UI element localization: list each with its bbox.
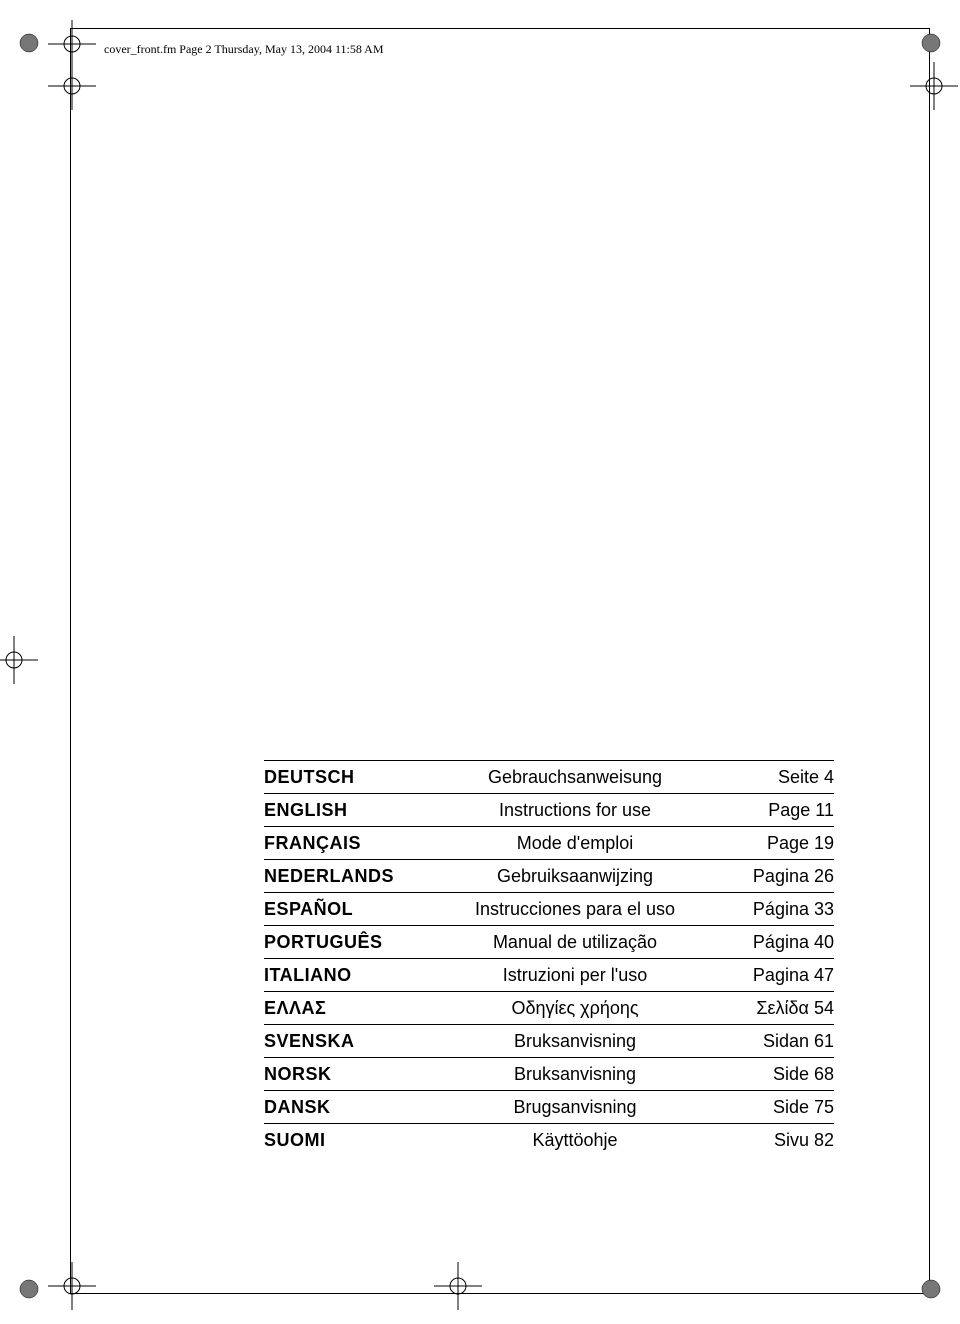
language-label: SVENSKA — [264, 1031, 434, 1052]
description-label: Käyttöohje — [434, 1130, 724, 1151]
page-label: Page 19 — [724, 833, 834, 854]
description-label: Manual de utilização — [434, 932, 724, 953]
registration-dot — [18, 32, 40, 54]
registration-dot — [920, 32, 942, 54]
language-label: DANSK — [264, 1097, 434, 1118]
language-label: ENGLISH — [264, 800, 434, 821]
language-label: DEUTSCH — [264, 767, 434, 788]
table-row: SUOMI Käyttöohje Sivu 82 — [264, 1123, 834, 1156]
table-row: DEUTSCH Gebrauchsanweisung Seite 4 — [264, 760, 834, 793]
language-label: NEDERLANDS — [264, 866, 434, 887]
description-label: Instrucciones para el uso — [434, 899, 724, 920]
table-row: ΕΛΛΑΣ Οδηγίες χρήοης Σελίδα 54 — [264, 991, 834, 1024]
description-label: Οδηγίες χρήοης — [434, 998, 724, 1019]
table-row: NORSK Bruksanvisning Side 68 — [264, 1057, 834, 1090]
table-row: NEDERLANDS Gebruiksaanwijzing Pagina 26 — [264, 859, 834, 892]
page-label: Σελίδα 54 — [724, 998, 834, 1019]
description-label: Bruksanvisning — [434, 1064, 724, 1085]
language-index-table: DEUTSCH Gebrauchsanweisung Seite 4 ENGLI… — [264, 760, 834, 1156]
description-label: Brugsanvisning — [434, 1097, 724, 1118]
description-label: Gebruiksaanwijzing — [434, 866, 724, 887]
language-label: FRANÇAIS — [264, 833, 434, 854]
registration-mark — [910, 62, 958, 110]
page-label: Sivu 82 — [724, 1130, 834, 1151]
registration-mark — [48, 1262, 96, 1310]
registration-mark — [48, 62, 96, 110]
registration-mark — [0, 636, 38, 684]
page-label: Side 68 — [724, 1064, 834, 1085]
description-label: Mode d'emploi — [434, 833, 724, 854]
page-label: Pagina 47 — [724, 965, 834, 986]
language-label: NORSK — [264, 1064, 434, 1085]
page-label: Página 40 — [724, 932, 834, 953]
page-label: Page 11 — [724, 800, 834, 821]
description-label: Gebrauchsanweisung — [434, 767, 724, 788]
description-label: Bruksanvisning — [434, 1031, 724, 1052]
page-label: Sidan 61 — [724, 1031, 834, 1052]
table-row: ESPAÑOL Instrucciones para el uso Página… — [264, 892, 834, 925]
language-label: ΕΛΛΑΣ — [264, 998, 434, 1019]
registration-dot — [920, 1278, 942, 1300]
registration-mark — [434, 1262, 482, 1310]
description-label: Instructions for use — [434, 800, 724, 821]
language-label: SUOMI — [264, 1130, 434, 1151]
page-label: Pagina 26 — [724, 866, 834, 887]
table-row: DANSK Brugsanvisning Side 75 — [264, 1090, 834, 1123]
table-row: SVENSKA Bruksanvisning Sidan 61 — [264, 1024, 834, 1057]
table-row: ENGLISH Instructions for use Page 11 — [264, 793, 834, 826]
table-row: PORTUGUÊS Manual de utilização Página 40 — [264, 925, 834, 958]
table-row: ITALIANO Istruzioni per l'uso Pagina 47 — [264, 958, 834, 991]
registration-dot — [18, 1278, 40, 1300]
page-label: Side 75 — [724, 1097, 834, 1118]
language-label: ESPAÑOL — [264, 899, 434, 920]
description-label: Istruzioni per l'uso — [434, 965, 724, 986]
registration-mark — [48, 20, 96, 68]
page-label: Seite 4 — [724, 767, 834, 788]
language-label: PORTUGUÊS — [264, 932, 434, 953]
page-label: Página 33 — [724, 899, 834, 920]
language-label: ITALIANO — [264, 965, 434, 986]
page-header-text: cover_front.fm Page 2 Thursday, May 13, … — [104, 42, 384, 57]
table-row: FRANÇAIS Mode d'emploi Page 19 — [264, 826, 834, 859]
